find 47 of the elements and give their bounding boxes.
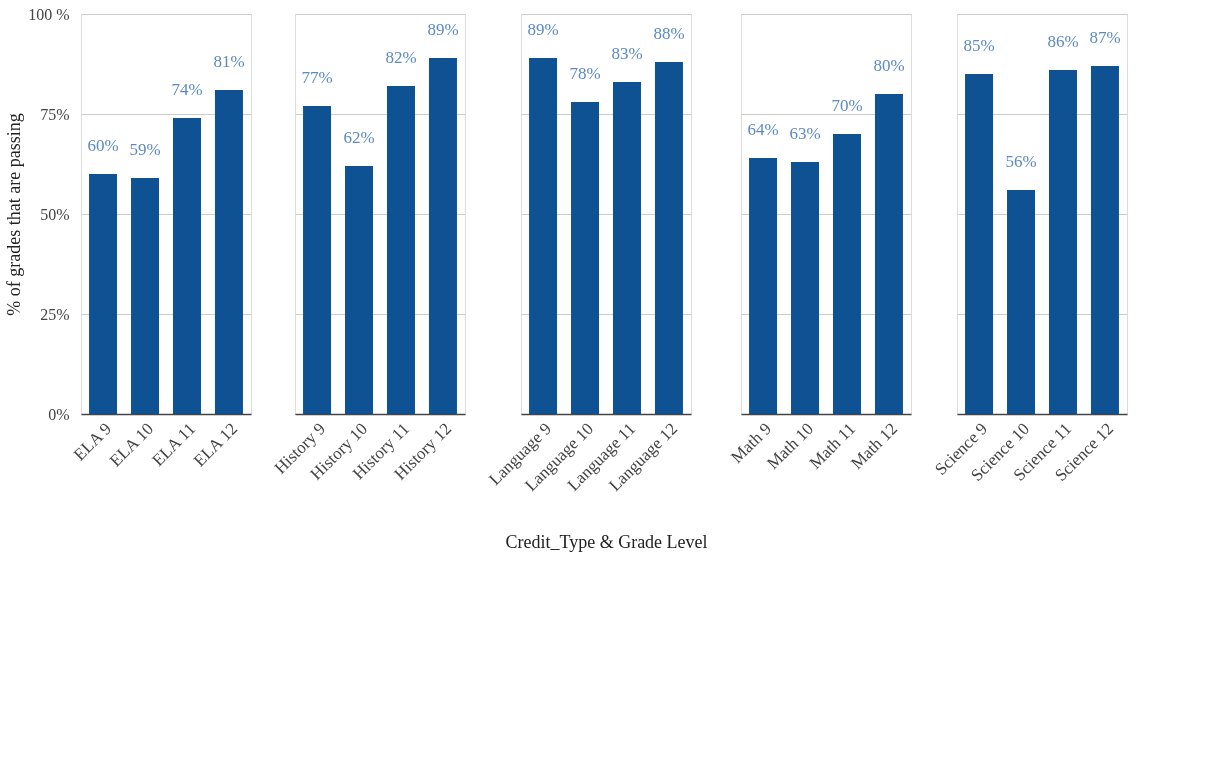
- data-label: 85%: [963, 36, 995, 55]
- bar: [791, 162, 820, 414]
- bar: [303, 106, 332, 414]
- bar: [1090, 66, 1119, 414]
- data-label: 80%: [873, 56, 905, 75]
- y-tick-label: 25%: [40, 305, 70, 323]
- data-label: 83%: [611, 44, 643, 63]
- data-label: 86%: [1047, 32, 1079, 51]
- data-label: 88%: [653, 24, 685, 43]
- data-label: 81%: [213, 52, 245, 71]
- data-label: 59%: [129, 140, 161, 159]
- data-label: 78%: [569, 64, 601, 83]
- data-label: 89%: [527, 20, 559, 39]
- bar: [1007, 190, 1036, 414]
- data-label: 70%: [831, 96, 863, 115]
- y-tick-label: 100 %: [28, 5, 70, 23]
- x-axis-title: Credit_Type & Grade Level: [505, 532, 708, 553]
- data-label: 62%: [343, 128, 375, 147]
- y-tick-label: 50%: [40, 205, 70, 223]
- y-tick-label: 0%: [48, 405, 70, 423]
- data-label: 60%: [87, 136, 119, 155]
- bar: [612, 82, 641, 414]
- bar: [89, 174, 118, 414]
- bar: [832, 134, 861, 414]
- data-label: 74%: [171, 80, 203, 99]
- data-label: 56%: [1005, 152, 1037, 171]
- bar: [1048, 70, 1077, 414]
- bar: [965, 74, 994, 414]
- y-axis-title: % of grades that are passing: [4, 113, 25, 316]
- bar: [172, 118, 201, 414]
- bar: [874, 94, 903, 414]
- y-tick-label: 75%: [40, 105, 70, 123]
- data-label: 77%: [301, 68, 333, 87]
- data-label: 64%: [747, 120, 779, 139]
- data-label: 63%: [789, 124, 821, 143]
- bar: [571, 102, 600, 414]
- bar: [428, 58, 457, 414]
- data-label: 89%: [427, 20, 459, 39]
- bar: [749, 158, 778, 414]
- bar: [345, 166, 374, 414]
- bar: [529, 58, 558, 414]
- bar: [654, 62, 683, 414]
- data-label: 82%: [385, 48, 417, 67]
- data-label: 87%: [1089, 28, 1121, 47]
- bar: [214, 90, 243, 414]
- bar: [386, 86, 415, 414]
- bar: [131, 178, 160, 414]
